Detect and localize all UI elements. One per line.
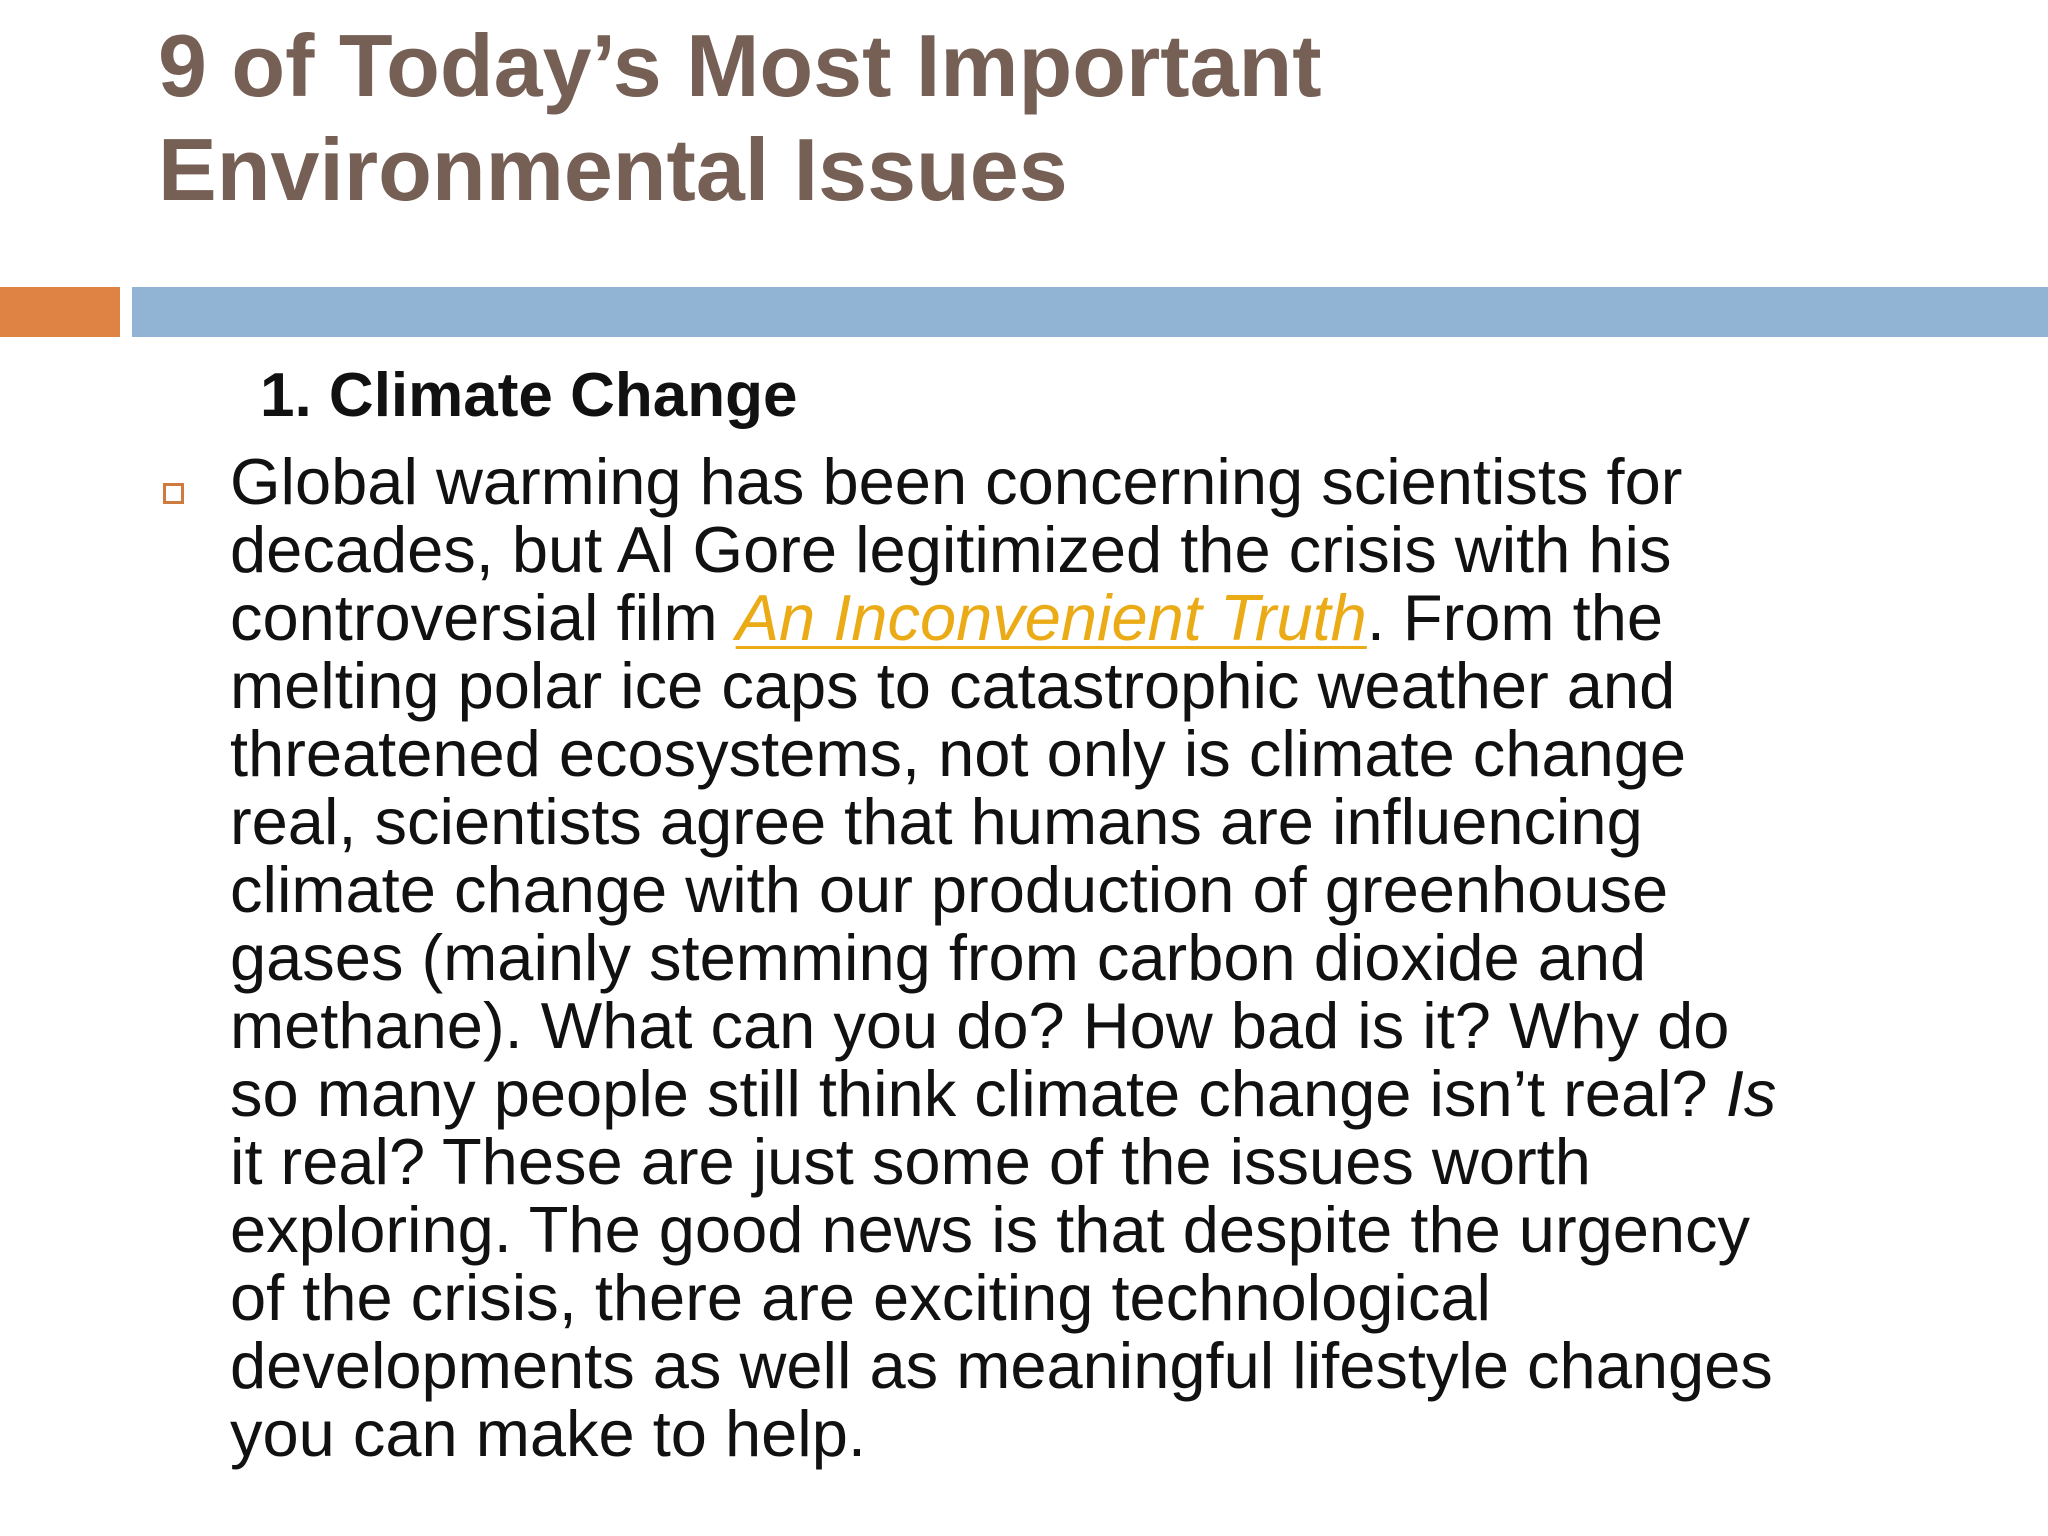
- body-line: you can make to help.: [230, 1397, 866, 1470]
- inconvenient-truth-link[interactable]: An Inconvenient Truth: [735, 581, 1367, 654]
- body-line: it real? These are just some of the issu…: [230, 1125, 1591, 1198]
- accent-bar-blue: [132, 287, 2048, 337]
- body-text-fragment: controversial film: [230, 581, 736, 654]
- slide-title-line-2: Environmental Issues: [158, 120, 1068, 219]
- body-text-fragment: so many people still think climate chang…: [230, 1057, 1726, 1130]
- body-line: decades, but Al Gore legitimized the cri…: [230, 513, 1672, 586]
- hollow-square-bullet-icon: [163, 483, 184, 504]
- slide-title-line-1: 9 of Today’s Most Important: [158, 16, 1322, 115]
- section-heading: 1. Climate Change: [260, 361, 798, 430]
- accent-bar-orange: [0, 287, 120, 337]
- body-line: methane). What can you do? How bad is it…: [230, 989, 1730, 1062]
- slide-title: 9 of Today’s Most Important Environmenta…: [158, 14, 1858, 222]
- body-line: climate change with our production of gr…: [230, 853, 1669, 926]
- italic-emphasis: Is: [1725, 1057, 1777, 1130]
- body-line: exploring. The good news is that despite…: [230, 1193, 1751, 1266]
- bullet-body-text: Global warming has been concerning scien…: [230, 448, 1950, 1468]
- body-line: melting polar ice caps to catastrophic w…: [230, 649, 1676, 722]
- body-line: threatened ecosystems, not only is clima…: [230, 717, 1687, 790]
- body-line: so many people still think climate chang…: [230, 1060, 1950, 1128]
- body-line: gases (mainly stemming from carbon dioxi…: [230, 921, 1647, 994]
- body-text-fragment: . From the: [1366, 581, 1663, 654]
- body-line: Global warming has been concerning scien…: [230, 445, 1683, 518]
- body-line: developments as well as meaningful lifes…: [230, 1329, 1773, 1402]
- body-line: real, scientists agree that humans are i…: [230, 785, 1643, 858]
- body-line: controversial film An Inconvenient Truth…: [230, 584, 1950, 652]
- body-line: of the crisis, there are exciting techno…: [230, 1261, 1491, 1334]
